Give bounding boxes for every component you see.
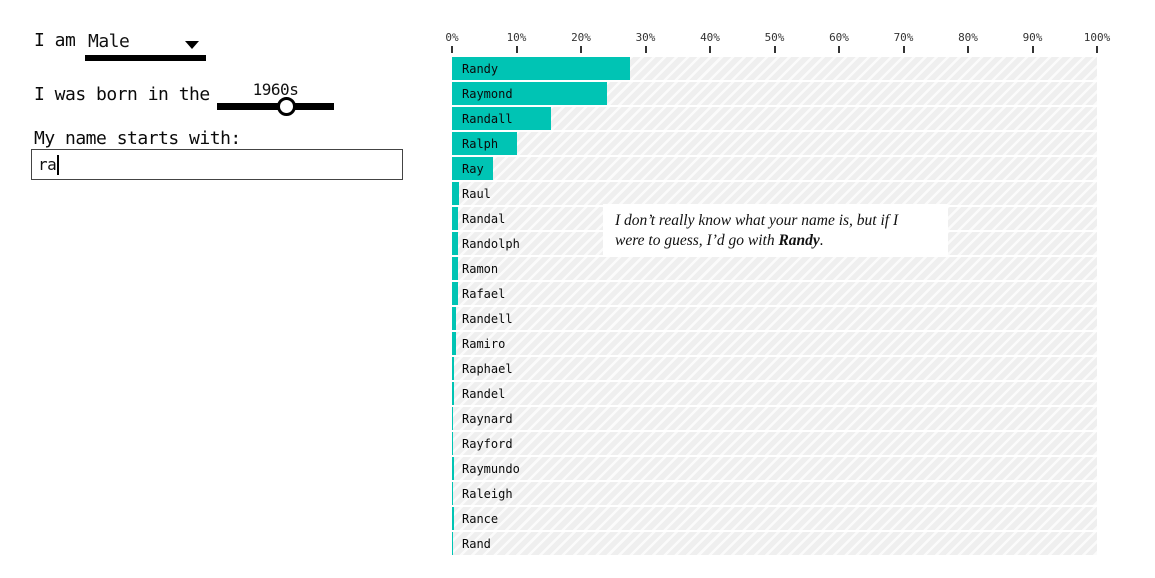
axis-tick-label: 100% — [1083, 31, 1111, 44]
bar[interactable] — [452, 257, 459, 280]
axis-tick-label: 80% — [958, 31, 978, 44]
axis-tick-mark — [709, 46, 711, 53]
bar-row[interactable]: Raymundo — [452, 457, 1097, 480]
gender-dropdown-value: Male — [88, 31, 130, 52]
axis-tick-label: 20% — [571, 31, 591, 44]
bar-row[interactable]: Ray — [452, 157, 1097, 180]
bar-label: Raphael — [462, 361, 513, 376]
bar[interactable] — [452, 357, 455, 380]
guess-annotation-line2: were to guess, I’d go with Randy. — [615, 232, 824, 249]
axis-tick-mark — [644, 46, 647, 53]
bar-row[interactable]: Ralph — [452, 132, 1097, 155]
name-input[interactable]: ra — [31, 149, 403, 180]
bar-row[interactable]: Ramiro — [452, 332, 1097, 355]
decade-slider-track[interactable] — [217, 103, 334, 110]
decade-slider[interactable]: 1960s — [217, 80, 334, 122]
bar[interactable] — [452, 282, 458, 305]
bar-label: Raul — [462, 186, 491, 201]
decade-prompt-label: I was born in the — [34, 84, 210, 105]
bar[interactable] — [452, 407, 454, 430]
axis-tick-label: 10% — [506, 31, 527, 44]
bar-row[interactable]: Randel — [452, 382, 1097, 405]
bar-label: Randell — [462, 311, 513, 326]
bar[interactable] — [452, 207, 459, 230]
bar-row[interactable]: Raymond — [452, 82, 1097, 105]
bar-row[interactable]: Randall — [452, 107, 1097, 130]
name-input-value: ra — [38, 155, 57, 174]
bar-label: Rafael — [462, 286, 506, 301]
bar[interactable] — [452, 482, 454, 505]
bar-label: Randy — [462, 61, 499, 76]
bar-row[interactable]: Randell — [452, 307, 1097, 330]
axis-tick-mark — [1096, 46, 1098, 53]
bar[interactable] — [452, 332, 456, 355]
axis-tick-mark — [773, 46, 776, 53]
bar[interactable] — [452, 132, 517, 155]
bar-row[interactable]: Raphael — [452, 357, 1097, 380]
axis-tick-label: 60% — [829, 31, 849, 44]
name-prompt-label: My name starts with: — [34, 128, 241, 149]
bar-label: Rance — [462, 511, 499, 526]
axis-tick-label: 0% — [445, 31, 459, 44]
bar[interactable] — [452, 457, 454, 480]
bar-row[interactable]: Rance — [452, 507, 1097, 530]
bar[interactable] — [452, 307, 456, 330]
gender-dropdown[interactable]: Male — [85, 28, 206, 61]
bar-label: Ray — [462, 161, 484, 176]
gender-prompt-label: I am — [34, 30, 76, 51]
bar-row[interactable]: Rafael — [452, 282, 1097, 305]
bar[interactable] — [452, 157, 494, 180]
axis-tick-mark — [451, 46, 453, 53]
bar-label: Randel — [462, 386, 506, 401]
guessed-name: Randy — [778, 232, 820, 249]
bar-row[interactable]: Randy — [452, 57, 1097, 80]
bar[interactable] — [452, 57, 631, 80]
text-cursor — [57, 154, 60, 175]
bar-label: Rayford — [462, 436, 513, 451]
bar-label: Ralph — [462, 136, 499, 151]
axis-tick-mark — [967, 46, 969, 53]
axis-tick-label: 30% — [635, 31, 656, 44]
axis-tick-label: 40% — [700, 31, 720, 44]
bar-row[interactable]: Rayford — [452, 432, 1097, 455]
bar-row[interactable]: Raleigh — [452, 482, 1097, 505]
chevron-down-icon — [185, 41, 199, 49]
chart: 0% 10% 20% 30% 40% 50% 60% 70% 80% 90% 100% Randy R… — [445, 0, 1110, 578]
bar-label: Ramon — [462, 261, 499, 276]
axis-tick-mark — [838, 46, 840, 53]
axis-tick-label: 90% — [1022, 31, 1043, 44]
bar-row[interactable]: Raul — [452, 182, 1097, 205]
bar[interactable] — [452, 232, 459, 255]
bar[interactable] — [452, 182, 460, 205]
bar-row[interactable]: Ramon — [452, 257, 1097, 280]
bar[interactable] — [452, 107, 551, 130]
bar-label: Raleigh — [462, 486, 513, 501]
bar-label: Randall — [462, 111, 513, 126]
bar-label: Randolph — [462, 236, 520, 251]
bar-label: Ramiro — [462, 336, 506, 351]
guess-annotation-line1: I don’t really know what your name is, b… — [615, 212, 899, 229]
bar-label: Raynard — [462, 411, 513, 426]
bar[interactable] — [452, 382, 454, 405]
axis-tick-label: 50% — [764, 31, 785, 44]
bar[interactable] — [452, 432, 454, 455]
bar-label: Raymundo — [462, 461, 520, 476]
bar-row[interactable]: Raynard — [452, 407, 1097, 430]
bar-label: Raymond — [462, 86, 513, 101]
bar[interactable] — [452, 82, 607, 105]
bar-row[interactable]: Rand — [452, 532, 1097, 555]
axis-tick-mark — [1031, 46, 1034, 53]
bar[interactable] — [452, 507, 454, 530]
axis-tick-mark — [902, 46, 905, 53]
chart-rows: Randy Raymond Randall Ralph Ray Raul Randal Ran… — [452, 57, 1097, 557]
bar[interactable] — [452, 532, 454, 555]
bar-label: Rand — [462, 536, 491, 551]
axis-tick-label: 70% — [893, 31, 914, 44]
decade-slider-value: 1960s — [252, 80, 299, 99]
decade-slider-knob[interactable] — [276, 97, 296, 116]
bar-label: Randal — [462, 211, 506, 226]
axis-tick-mark — [580, 46, 582, 53]
guess-annotation: I don’t really know what your name is, b… — [603, 204, 948, 257]
axis-tick-mark — [515, 46, 518, 53]
